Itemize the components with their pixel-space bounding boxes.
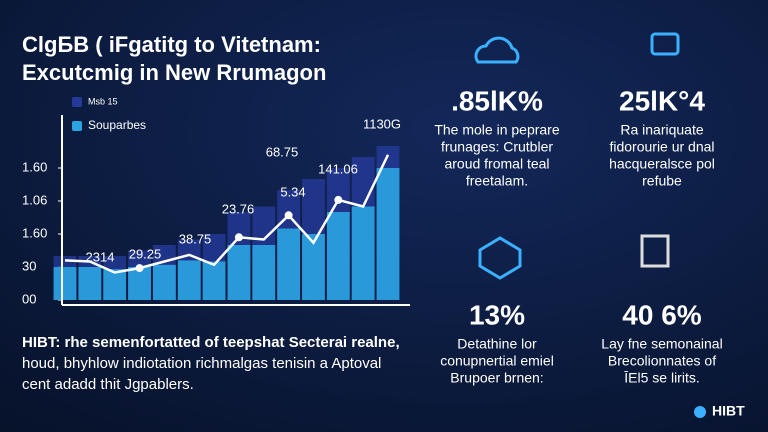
legend-swatch [72, 97, 82, 107]
y-tick-label: 00 [22, 291, 36, 306]
icons [474, 32, 680, 280]
legend-label: Msb 15 [88, 96, 118, 106]
stat-value: 40 6% [622, 299, 701, 330]
y-tick-label: 1.60 [22, 159, 47, 174]
data-label: 1130G [363, 116, 401, 131]
point [284, 211, 293, 220]
footer-line: houd, bhyhlow indiotation richmalgas ten… [22, 355, 381, 372]
y-tick-label: 1.60 [22, 225, 47, 240]
stat-text: fidorourie ur dnal [609, 139, 714, 155]
bar [302, 234, 325, 300]
stat-text: hacqueralsce pol [609, 156, 715, 172]
title-line: ClgБB ( iFgatitg to Vitetnam: [22, 32, 321, 57]
stat-value: 25lK°4 [619, 85, 705, 116]
legend-label: Souparbes [88, 118, 146, 132]
stat-text: Lay fne semonainal [601, 336, 722, 352]
stat-value: .85lK% [451, 85, 543, 116]
stat-text: conupnertial emiel [440, 353, 554, 369]
cloud-icon [474, 36, 520, 64]
bar [177, 260, 201, 300]
logo-icon [694, 406, 706, 418]
data-label: 2314 [86, 249, 115, 264]
bar [326, 212, 350, 300]
stat-text: aroud fromal teal [444, 156, 549, 172]
data-label: 68.75 [266, 144, 299, 159]
footer-line: cent adadd thit Jgpablers. [22, 376, 194, 393]
bar [152, 264, 176, 300]
bar [103, 269, 127, 300]
stat-text: Brecolionnates of [608, 353, 716, 369]
stat-text: Ra inariquate [620, 122, 703, 138]
stat-value: 13% [469, 299, 525, 330]
point [234, 233, 243, 242]
doc-icon [640, 234, 670, 268]
stat-text: ĪEl5 se lirits. [624, 370, 699, 386]
data-label: 5.34 [280, 184, 305, 199]
y-tick-label: 1.06 [22, 192, 47, 207]
y-tick-label: 30 [22, 258, 36, 273]
wallet-icon [650, 32, 680, 56]
stat-text: frunages: Crutbler [441, 139, 553, 155]
data-label: 141.06 [318, 161, 358, 176]
data-label: 29.25 [129, 246, 162, 261]
legend-swatch [72, 121, 82, 131]
point [334, 195, 343, 204]
stat-text: Brupoer brnen: [450, 370, 543, 386]
stat-text: refube [642, 173, 682, 189]
footer-line: HIBT: rhe semenfortatted of teepshat Sec… [22, 334, 400, 351]
bar [376, 168, 400, 300]
bar [252, 245, 276, 300]
bar [53, 267, 77, 300]
stat-text: Detathine lor [457, 336, 537, 352]
bar [128, 267, 151, 300]
stat-text: freetalam. [466, 173, 528, 189]
bar [351, 206, 375, 300]
shield-icon [478, 236, 522, 280]
bar [202, 261, 226, 300]
point [135, 264, 144, 273]
bar [277, 228, 301, 300]
stat-text: The mole in peprare [434, 122, 560, 138]
bar [78, 267, 102, 300]
bar [227, 245, 251, 300]
line [64, 154, 390, 274]
data-label: 23.76 [222, 201, 255, 216]
title-line: Excutcmig in New Rrumagon [22, 60, 326, 85]
data-label: 38.75 [179, 231, 212, 246]
logo: HIBT [712, 403, 745, 419]
